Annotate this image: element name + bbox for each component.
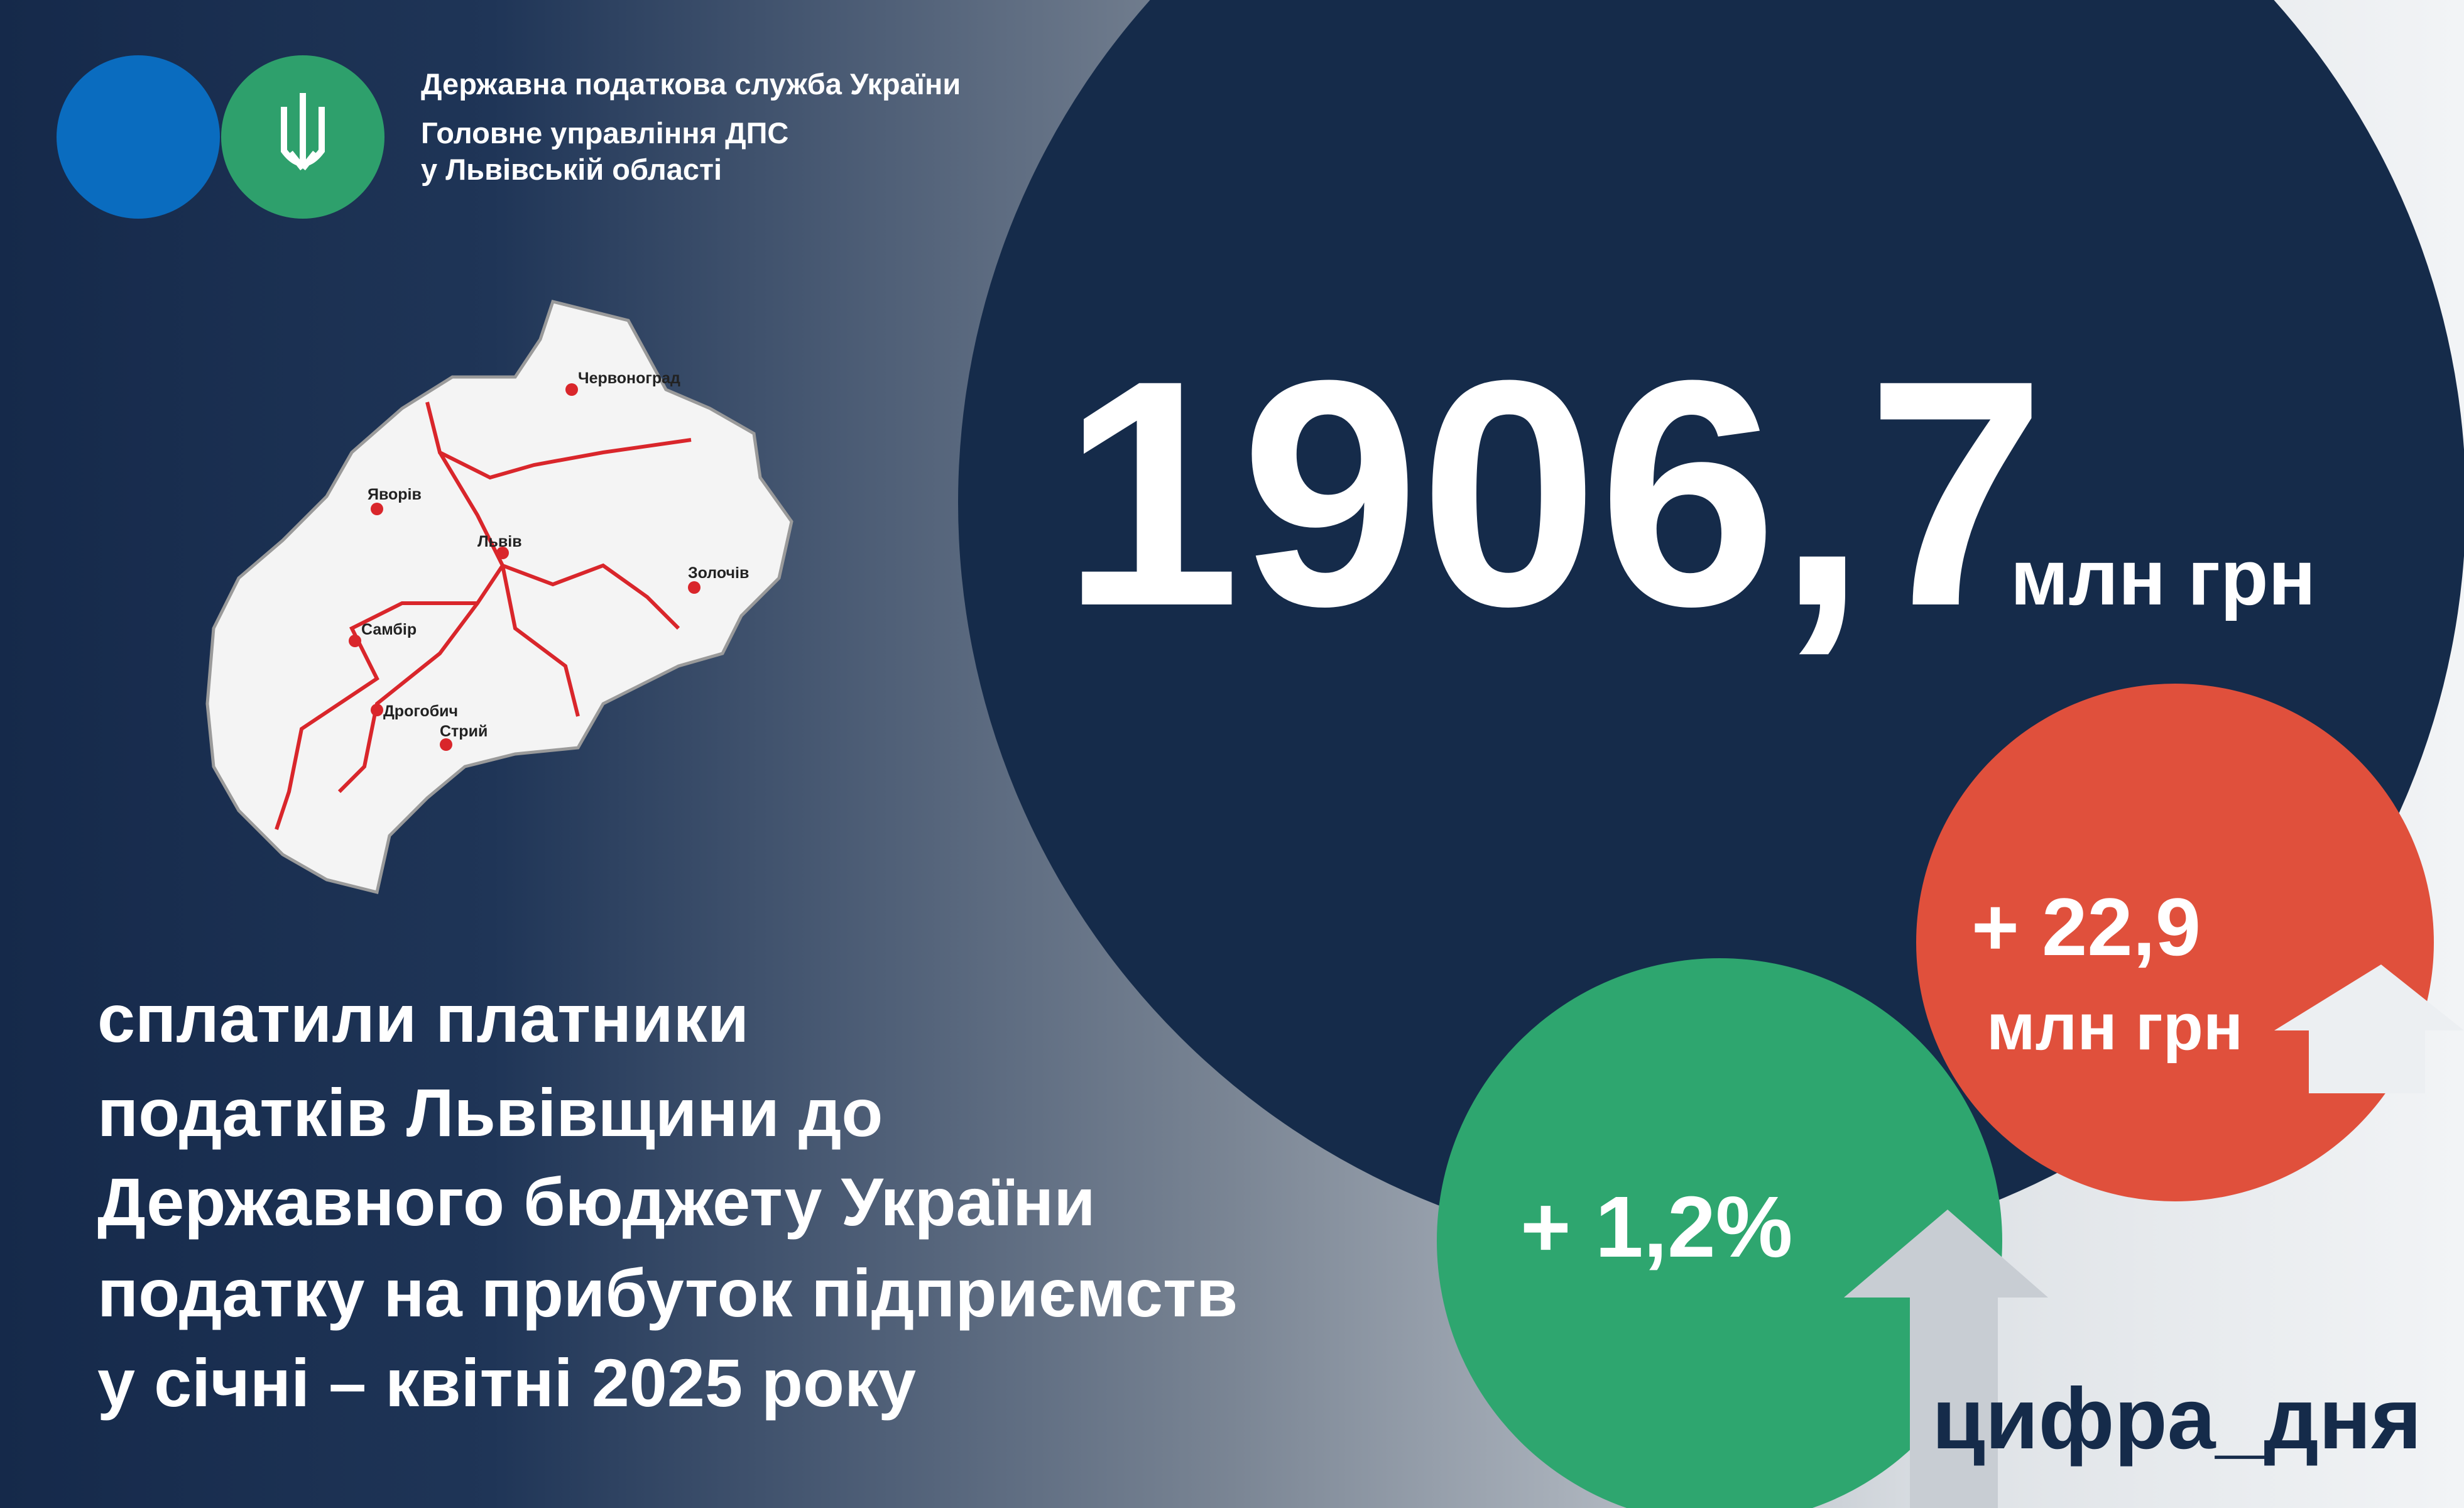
description-line: у січні – квітні 2025 року — [97, 1345, 916, 1421]
trident — [281, 93, 325, 171]
description-line: Державного бюджету України — [97, 1164, 1096, 1240]
growth-unit: млн грн — [1987, 990, 2243, 1064]
city-label: Червоноград — [578, 369, 680, 387]
description-line: податку на прибуток підприємств — [97, 1255, 1238, 1331]
map: Червоноград Яворів Львів Золочів Самбір … — [205, 300, 793, 895]
main-unit: млн грн — [2010, 534, 2316, 621]
arrow-cutout — [1844, 1210, 2048, 1508]
growth-amount: + 22,9 — [1971, 881, 2201, 973]
growth-percent: + 1,2% — [1520, 1179, 1792, 1276]
city-label: Дрогобич — [383, 702, 458, 720]
city-label: Стрий — [440, 723, 488, 740]
main-value: 1906,7 — [1062, 313, 2046, 673]
city-label: Самбір — [361, 621, 417, 638]
arrow-cutout — [2274, 964, 2464, 1093]
header-line: у Львівській області — [421, 153, 722, 186]
red-circle — [1916, 684, 2434, 1201]
city-label: Яворів — [368, 486, 422, 503]
hashtag: цифра_дня — [1932, 1370, 2422, 1467]
description-line: податків Львівщини до — [97, 1074, 883, 1150]
header-line: Державна податкова служба України — [421, 67, 961, 101]
logo-blue — [57, 55, 220, 219]
city-label: Золочів — [688, 564, 749, 582]
green-circle — [1437, 958, 2002, 1508]
description-line: сплатили платники — [97, 980, 749, 1056]
header-line: Головне управління ДПС — [421, 116, 788, 150]
city-label: Львів — [477, 533, 522, 550]
